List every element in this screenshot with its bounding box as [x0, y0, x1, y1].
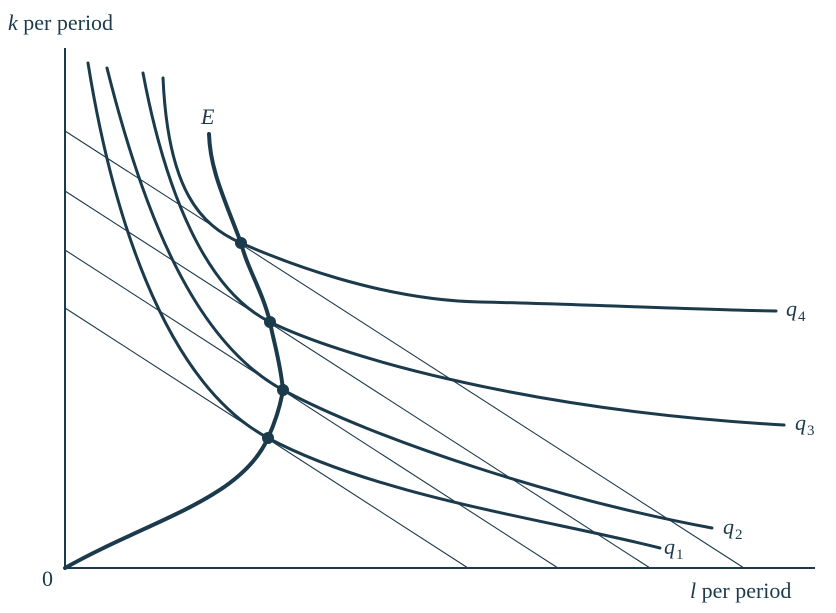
tangency-point-q1 [262, 432, 274, 444]
expansion-path-E [63, 132, 286, 570]
tangency-points [235, 237, 289, 444]
origin-label: 0 [42, 566, 53, 591]
isoquant-label-q4: q4 [786, 296, 806, 325]
expansion-path-label: E [200, 104, 215, 129]
isocost-line-3 [64, 190, 651, 569]
isocost-line-2 [64, 249, 559, 569]
tangency-point-q3 [264, 316, 276, 328]
isocost-line-4 [64, 130, 745, 569]
tangency-point-q2 [277, 384, 289, 396]
isoquant-label-q1: q1 [664, 534, 684, 563]
tangency-point-q4 [235, 237, 247, 249]
y-axis-title: k per period [8, 10, 113, 35]
x-axis-title: l per period [690, 578, 791, 603]
isoquant-q2 [105, 66, 714, 530]
isoquant-curves [86, 61, 786, 550]
isoquant-label-q2: q2 [723, 514, 743, 543]
isocost-lines [64, 130, 745, 569]
isoquant-label-q3: q3 [795, 410, 815, 439]
isoquant-q3 [141, 71, 786, 427]
isoquant-q4 [161, 76, 778, 313]
